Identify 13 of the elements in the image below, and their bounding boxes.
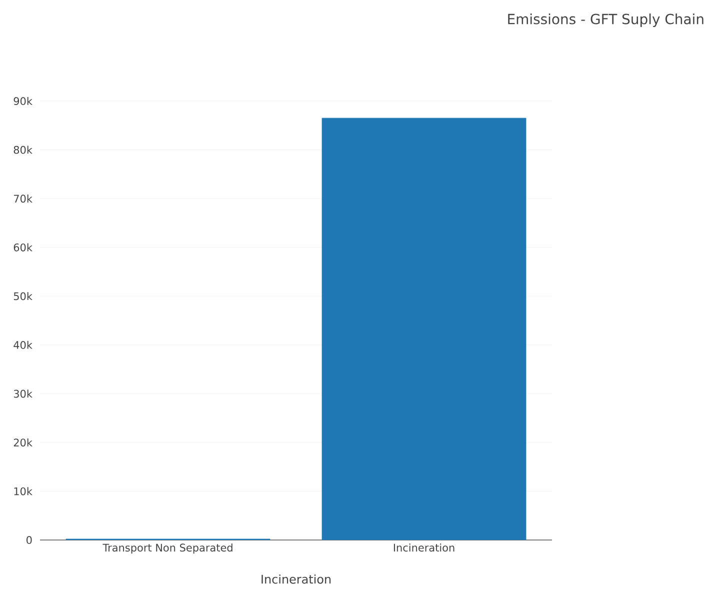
y-tick-label: 60k: [14, 243, 32, 252]
y-tick-label: 50k: [14, 292, 32, 300]
y-tick-label: 0: [26, 536, 32, 544]
y-tick-label: 30k: [14, 390, 32, 398]
y-tick-label: 20k: [14, 438, 32, 446]
y-tick-label: 70k: [14, 194, 32, 203]
y-tick-label: 90k: [14, 96, 32, 106]
x-tick-label: Transport Non Separated: [102, 544, 232, 554]
text: Emissions - GFT Suply Chain: [508, 14, 704, 28]
y-tick-label: 80k: [14, 146, 32, 154]
x-axis-title: Incineration: [262, 574, 331, 584]
y-tick-label: 40k: [14, 340, 32, 349]
y-tick-label: 10k: [14, 487, 32, 496]
